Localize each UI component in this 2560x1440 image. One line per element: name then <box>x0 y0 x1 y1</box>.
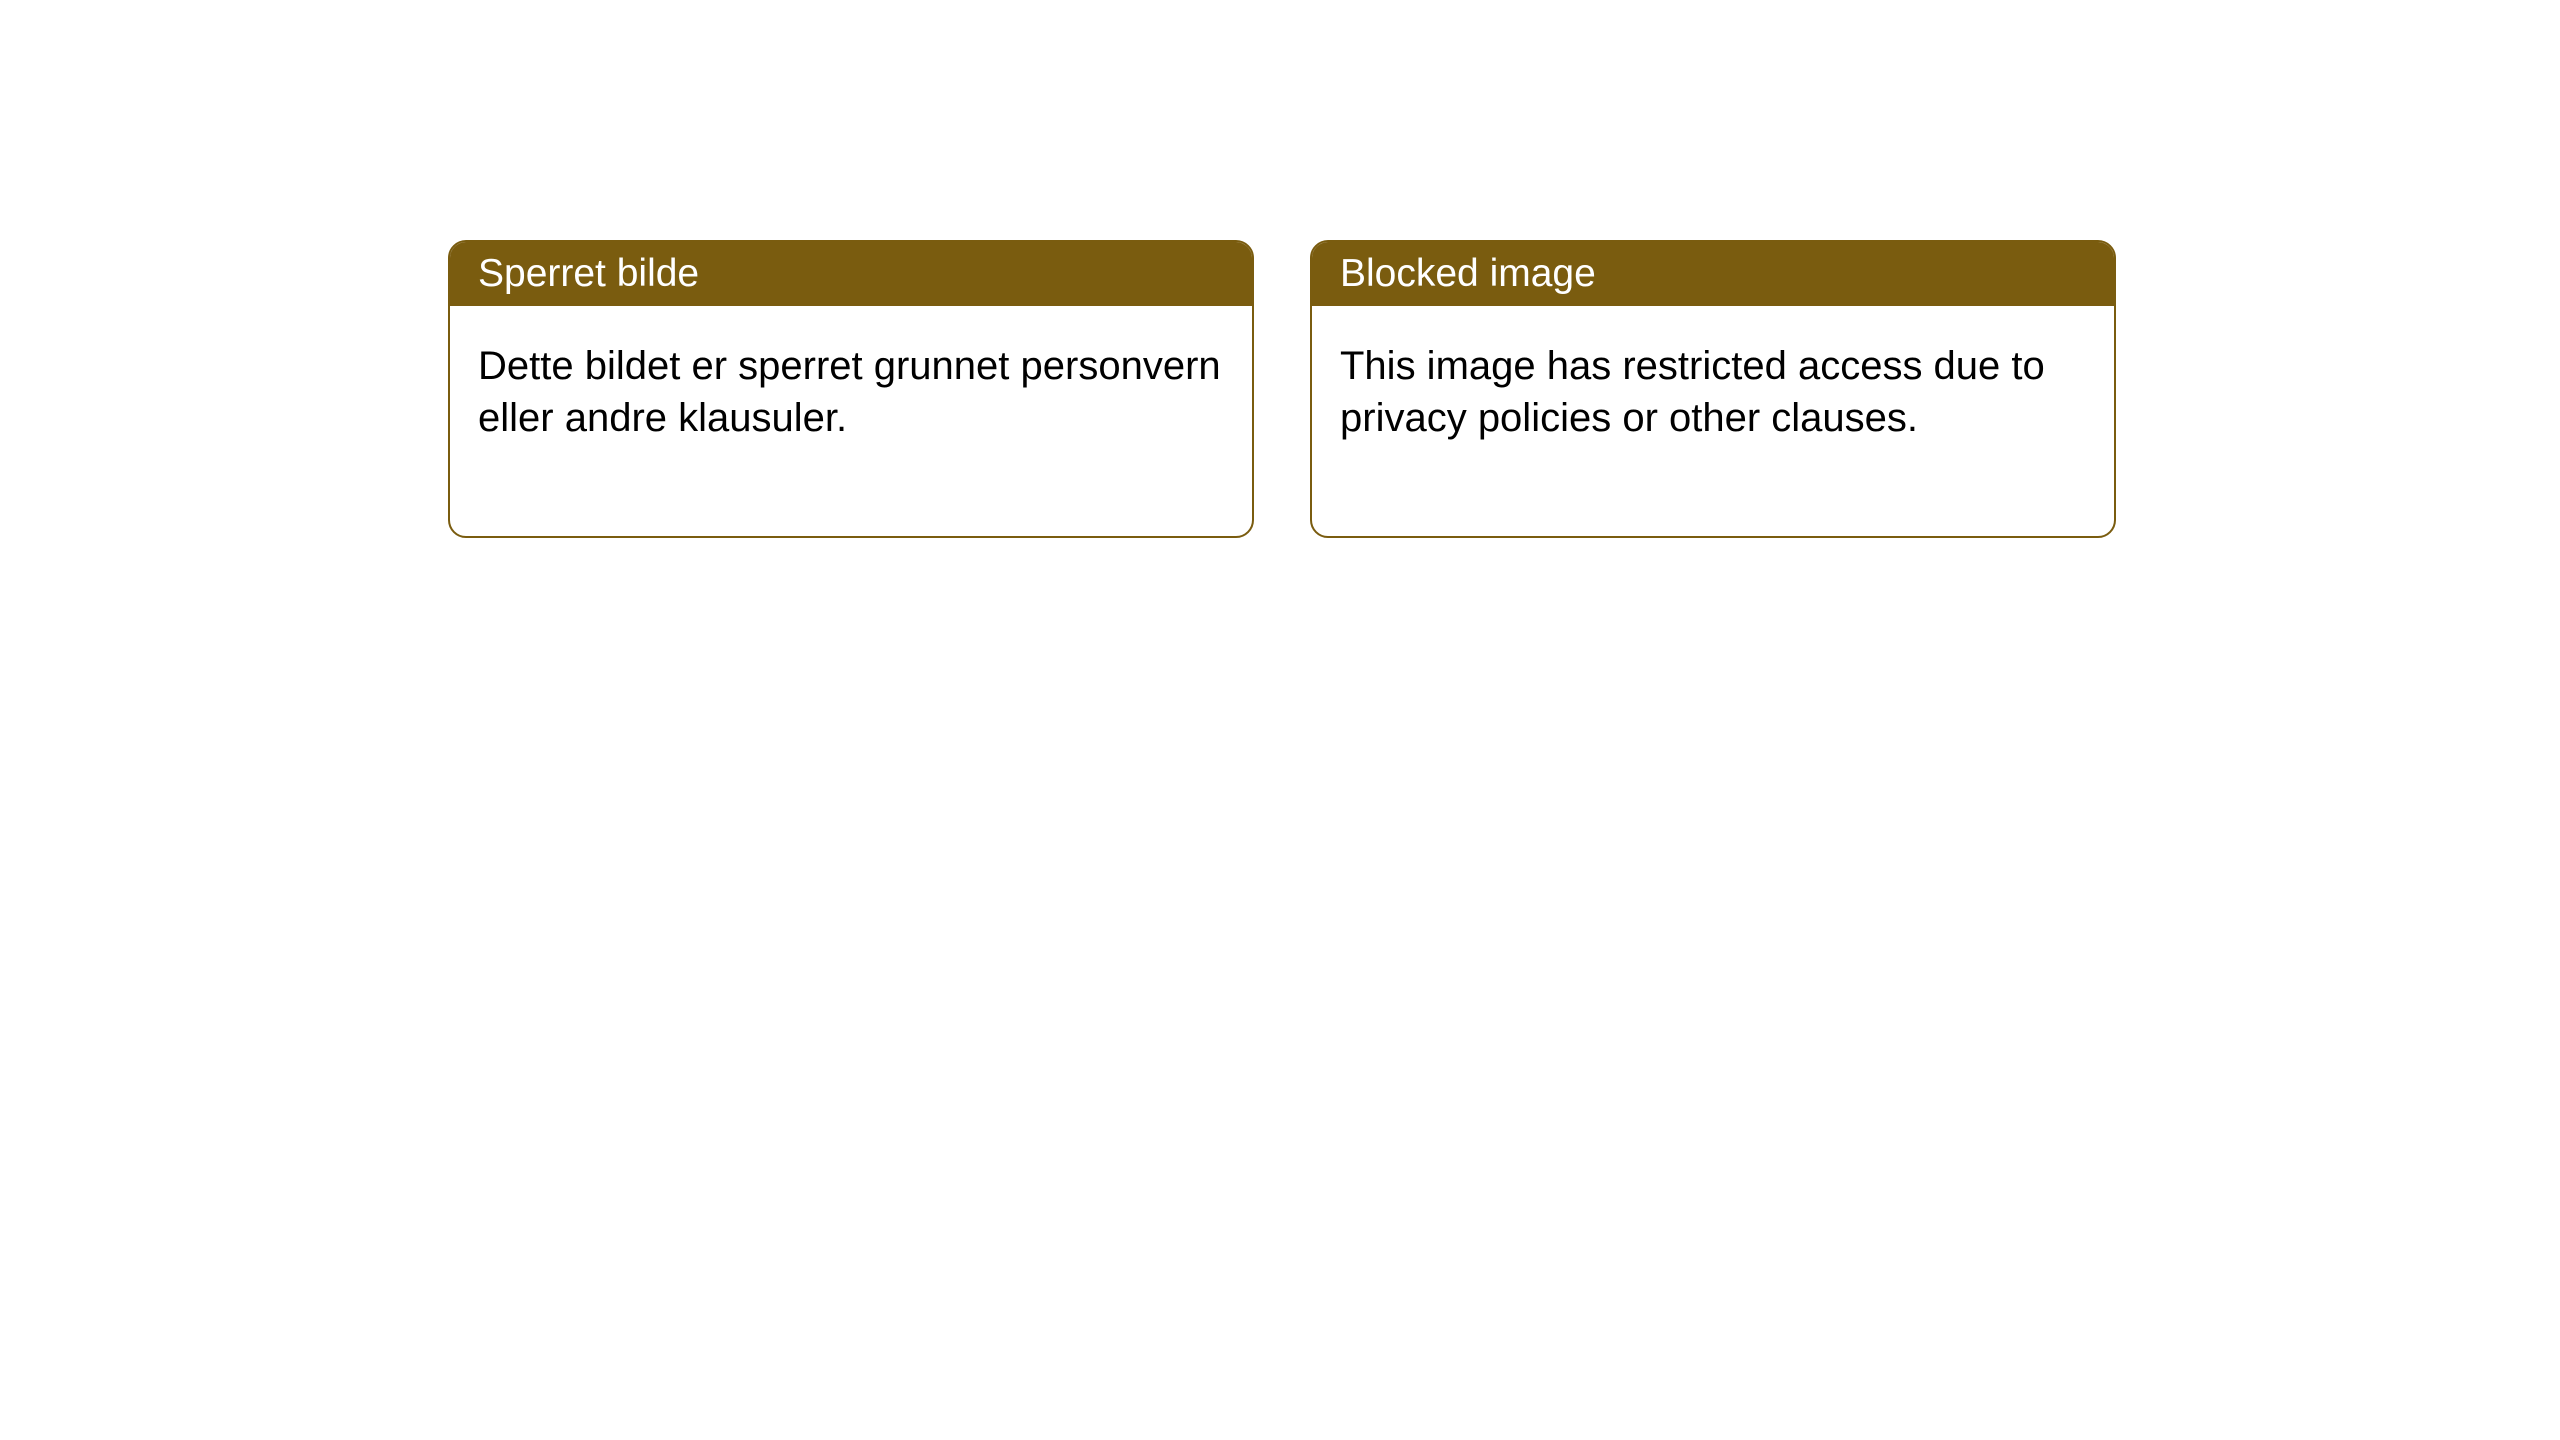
card-body: Dette bildet er sperret grunnet personve… <box>450 306 1252 536</box>
card-body-text: Dette bildet er sperret grunnet personve… <box>478 344 1221 440</box>
card-title: Sperret bilde <box>478 252 699 295</box>
card-header: Blocked image <box>1312 242 2114 306</box>
notice-container: Sperret bilde Dette bildet er sperret gr… <box>0 0 2560 538</box>
notice-card-norwegian: Sperret bilde Dette bildet er sperret gr… <box>448 240 1254 538</box>
card-body-text: This image has restricted access due to … <box>1340 344 2045 440</box>
card-header: Sperret bilde <box>450 242 1252 306</box>
card-title: Blocked image <box>1340 252 1596 295</box>
card-body: This image has restricted access due to … <box>1312 306 2114 536</box>
notice-card-english: Blocked image This image has restricted … <box>1310 240 2116 538</box>
